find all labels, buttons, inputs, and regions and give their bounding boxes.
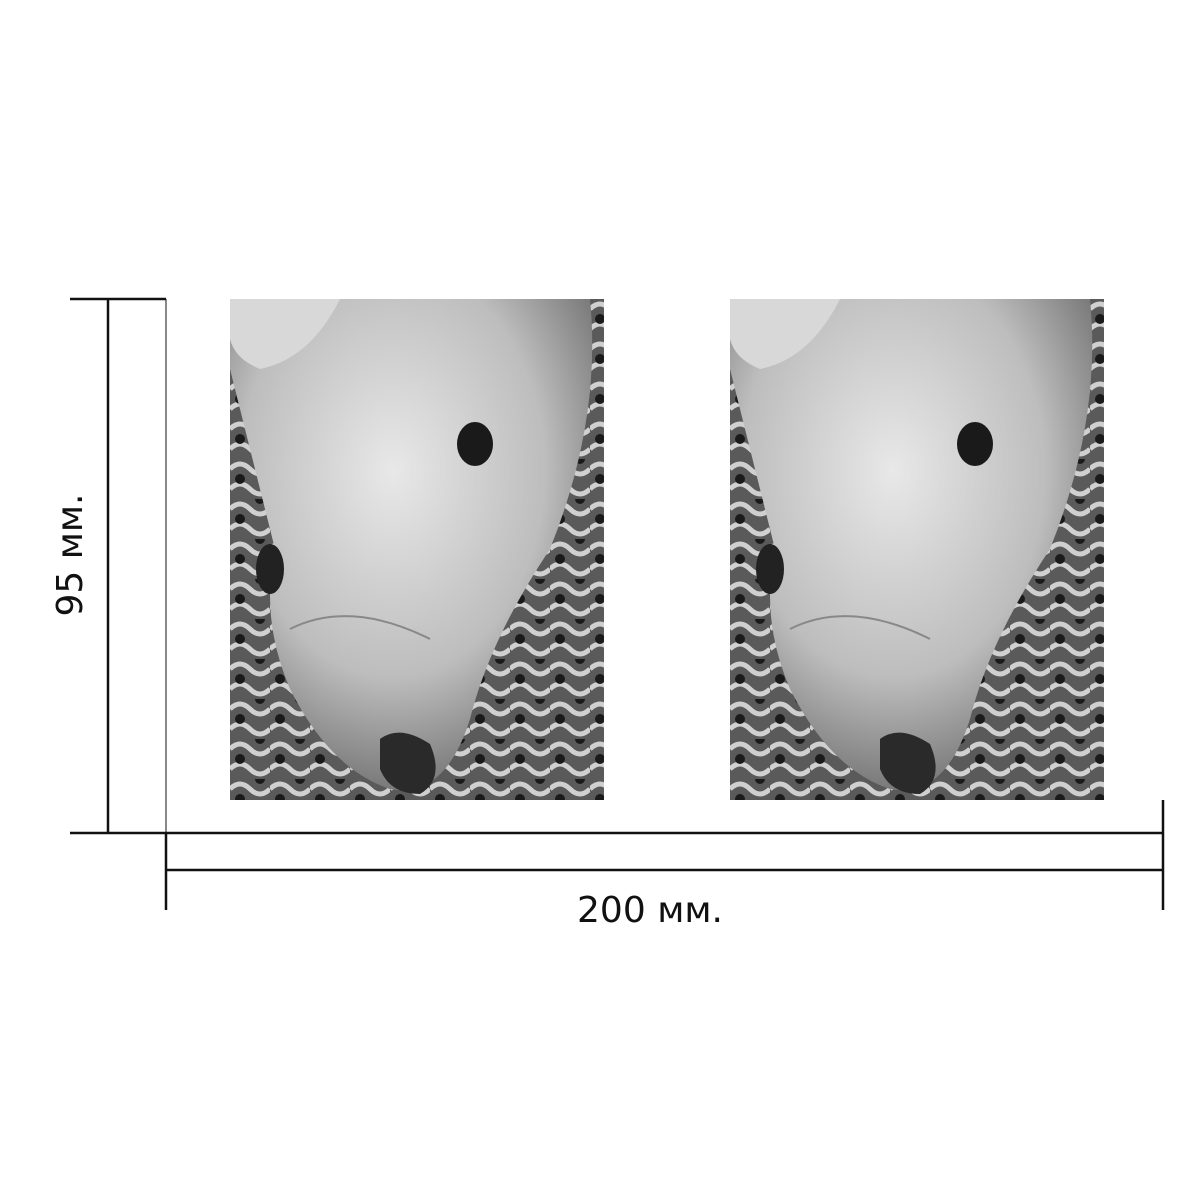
width-dimension: 200 мм. [164, 800, 1165, 931]
photo-left [229, 298, 605, 801]
height-label: 95 мм. [50, 493, 91, 616]
height-dimension: 95 мм. [50, 297, 167, 835]
photo-right [729, 298, 1105, 801]
width-label: 200 мм. [577, 890, 723, 931]
